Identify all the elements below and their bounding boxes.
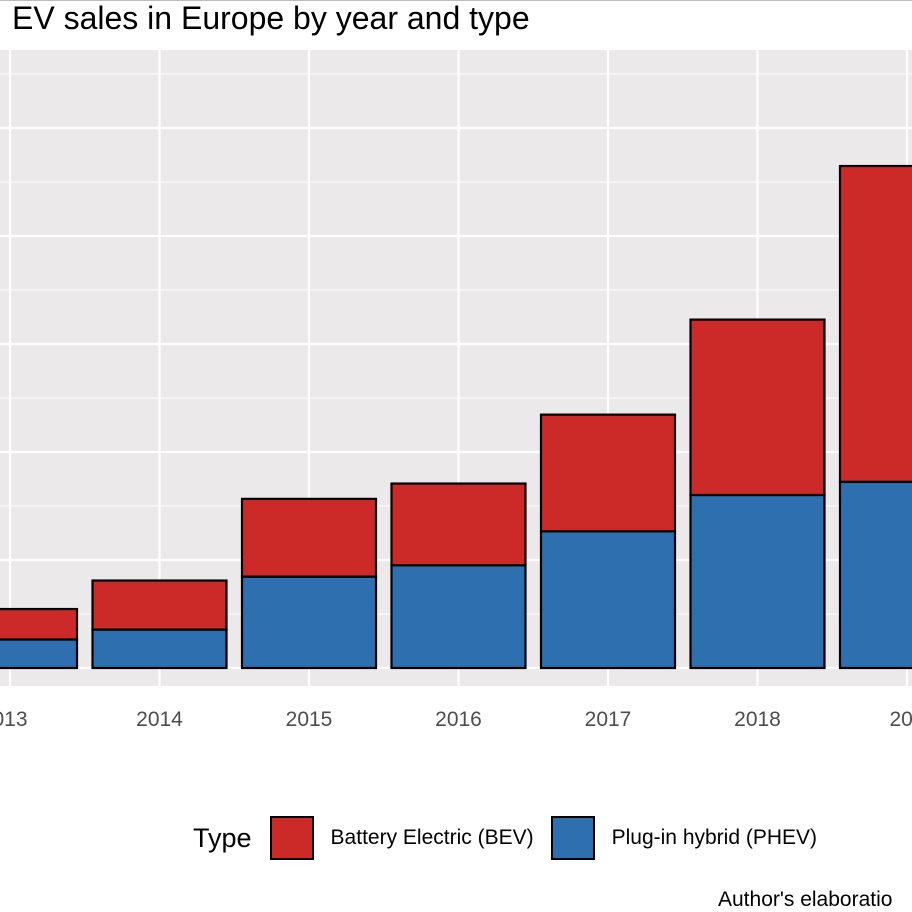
bar-bev-2014 bbox=[91, 579, 228, 631]
x-tick-label-2019: 201 bbox=[889, 708, 912, 731]
bar-phev-2013 bbox=[0, 638, 79, 670]
bar-bev-2017 bbox=[539, 413, 677, 533]
top-frame-line bbox=[0, 0, 912, 1]
x-tick-label-2017: 2017 bbox=[584, 708, 632, 731]
bar-bev-2016 bbox=[390, 482, 527, 567]
legend-title: Type bbox=[193, 822, 252, 853]
plot-area bbox=[0, 50, 912, 686]
legend-label-bev: Battery Electric (BEV) bbox=[330, 826, 534, 849]
legend-key-bev bbox=[269, 816, 314, 860]
legend: Type Battery Electric (BEV) Plug-in hybr… bbox=[193, 814, 834, 862]
caption: Author's elaboratio bbox=[718, 888, 893, 911]
bars bbox=[0, 164, 912, 670]
x-tick-label-2016: 2016 bbox=[435, 708, 482, 731]
bar-phev-2018 bbox=[689, 493, 826, 670]
bar-bev-2018 bbox=[689, 318, 826, 497]
bar-phev-2017 bbox=[539, 530, 677, 670]
bar-bev-2019 bbox=[838, 164, 912, 483]
bar-bev-2015 bbox=[240, 497, 378, 578]
x-tick-label-2014: 2014 bbox=[136, 708, 183, 731]
bar-phev-2016 bbox=[390, 564, 527, 670]
bar-phev-2019 bbox=[838, 480, 912, 670]
x-tick-label-2013: 013 bbox=[0, 708, 28, 731]
x-tick-label-2018: 2018 bbox=[734, 708, 781, 731]
x-tick-label-2015: 2015 bbox=[285, 708, 333, 731]
legend-key-phev bbox=[550, 816, 595, 860]
bar-phev-2015 bbox=[240, 575, 378, 670]
chart-title: EV sales in Europe by year and type bbox=[12, 0, 530, 36]
bar-phev-2014 bbox=[91, 628, 228, 670]
legend-label-phev: Plug-in hybrid (PHEV) bbox=[611, 826, 818, 849]
bar-bev-2013 bbox=[0, 607, 79, 641]
